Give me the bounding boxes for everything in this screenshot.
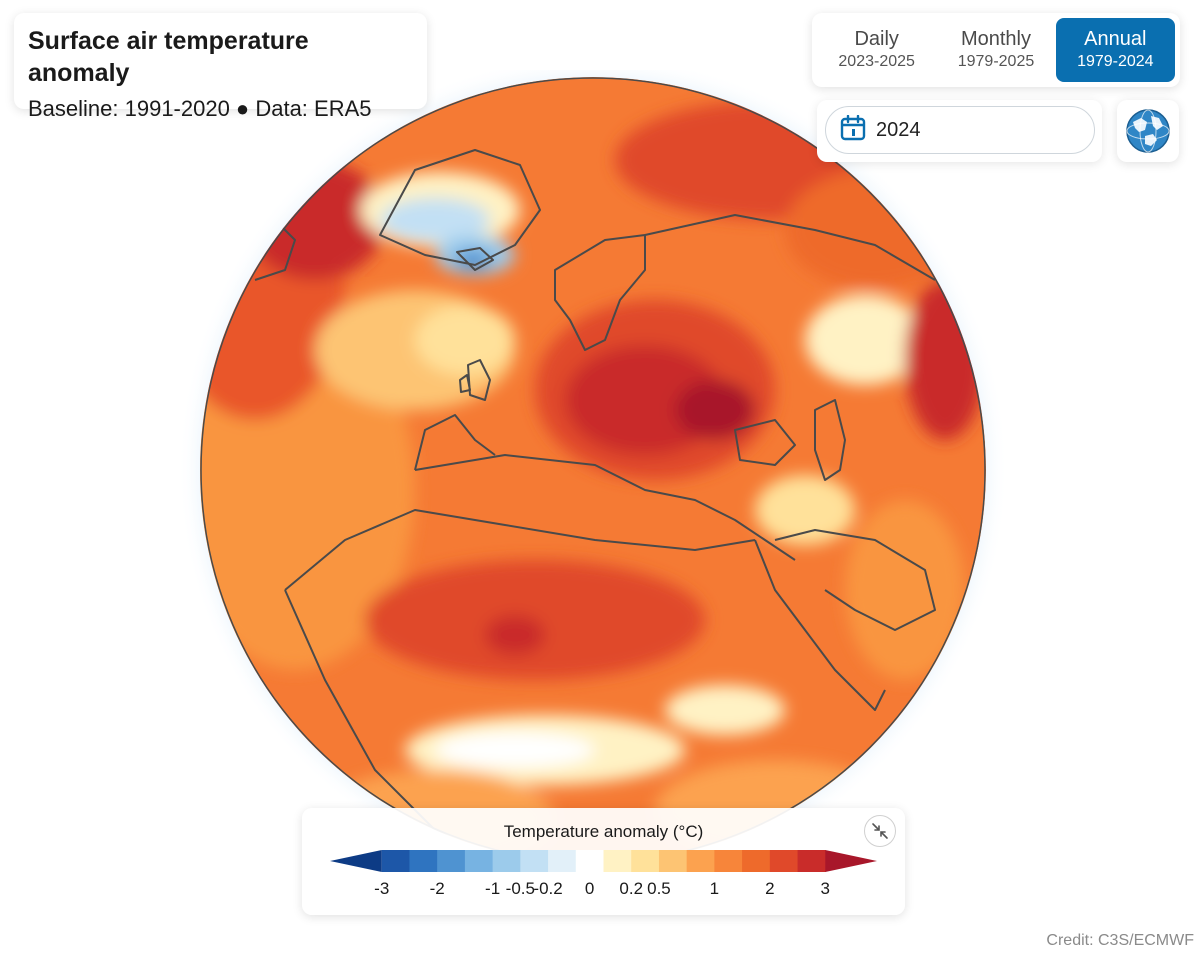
legend-swatch bbox=[381, 850, 410, 872]
range-daily-years: 2023-2025 bbox=[838, 53, 915, 70]
globe-map[interactable] bbox=[175, 70, 1035, 930]
legend-swatch bbox=[686, 850, 715, 872]
legend-swatch bbox=[825, 850, 877, 872]
map-title: Surface air temperature anomaly bbox=[28, 27, 309, 87]
legend-tick-label: -1 bbox=[485, 879, 500, 898]
credit-text: Credit: C3S/ECMWF bbox=[1046, 932, 1194, 949]
legend-tick-label: -2 bbox=[430, 879, 445, 898]
legend-swatch bbox=[409, 850, 438, 872]
anomaly-field bbox=[200, 100, 985, 863]
legend-swatch bbox=[742, 850, 771, 872]
legend-swatch bbox=[330, 850, 382, 872]
legend-tick-label: -0.2 bbox=[533, 879, 562, 898]
projection-toggle-button[interactable] bbox=[1117, 100, 1179, 162]
map-subtitle: Baseline: 1991-2020 ● Data: ERA5 bbox=[28, 96, 372, 121]
legend-swatch bbox=[575, 850, 604, 872]
legend-tick-label: 2 bbox=[765, 879, 774, 898]
range-annual-label: Annual bbox=[1084, 28, 1147, 50]
legend-swatch bbox=[520, 850, 549, 872]
legend-tick-label: 3 bbox=[821, 879, 830, 898]
calendar-icon bbox=[840, 114, 866, 146]
legend-swatch bbox=[797, 850, 826, 872]
legend-tick-label: 0 bbox=[585, 879, 594, 898]
range-monthly-label: Monthly bbox=[960, 28, 1031, 50]
coastlines bbox=[234, 149, 936, 863]
range-daily-button[interactable]: Daily 2023-2025 bbox=[817, 18, 936, 82]
legend-swatch bbox=[603, 850, 632, 872]
globe-base bbox=[200, 77, 986, 863]
year-selector[interactable]: 2024 bbox=[825, 106, 1095, 154]
legend-swatch bbox=[464, 850, 494, 872]
collapse-arrows-icon bbox=[872, 823, 888, 839]
range-monthly-years: 1979-2025 bbox=[957, 53, 1035, 70]
legend-tick-label: 0.5 bbox=[647, 879, 671, 898]
color-legend: Temperature anomaly (°C) -3 -2 -1 -0.5 -0.2 0… bbox=[302, 808, 905, 915]
range-annual-years: 1979-2024 bbox=[1077, 53, 1154, 70]
globe-icon bbox=[1126, 109, 1170, 153]
legend-swatch bbox=[658, 850, 688, 872]
time-range-toggle: Daily 2023-2025 Monthly 1979-2025 Annual… bbox=[812, 13, 1180, 87]
range-daily-label: Daily bbox=[854, 28, 899, 50]
range-monthly-button[interactable]: Monthly 1979-2025 bbox=[936, 18, 1055, 82]
legend-tick-label: -0.5 bbox=[506, 879, 535, 898]
legend-swatch bbox=[492, 850, 521, 872]
legend-swatch bbox=[548, 850, 577, 872]
legend-swatch bbox=[714, 850, 743, 872]
legend-colorbar: -3 -2 -1 -0.5-0.2 0 0.2 0.5 1 2 3 bbox=[330, 850, 877, 898]
legend-swatch bbox=[769, 850, 799, 872]
legend-tick-label: 0.2 bbox=[619, 879, 643, 898]
legend-swatch bbox=[437, 850, 466, 872]
date-selector-card: 2024 bbox=[817, 100, 1102, 162]
legend-swatch bbox=[631, 850, 660, 872]
year-value: 2024 bbox=[876, 118, 921, 141]
legend-tick-label: -3 bbox=[374, 879, 389, 898]
legend-title: Temperature anomaly (°C) bbox=[503, 822, 704, 841]
legend-tick-label: 1 bbox=[710, 879, 719, 898]
legend-collapse-button[interactable] bbox=[864, 815, 896, 847]
title-card: Surface air temperature anomaly Baseline… bbox=[14, 13, 427, 121]
range-annual-button[interactable]: Annual 1979-2024 bbox=[1055, 18, 1175, 82]
